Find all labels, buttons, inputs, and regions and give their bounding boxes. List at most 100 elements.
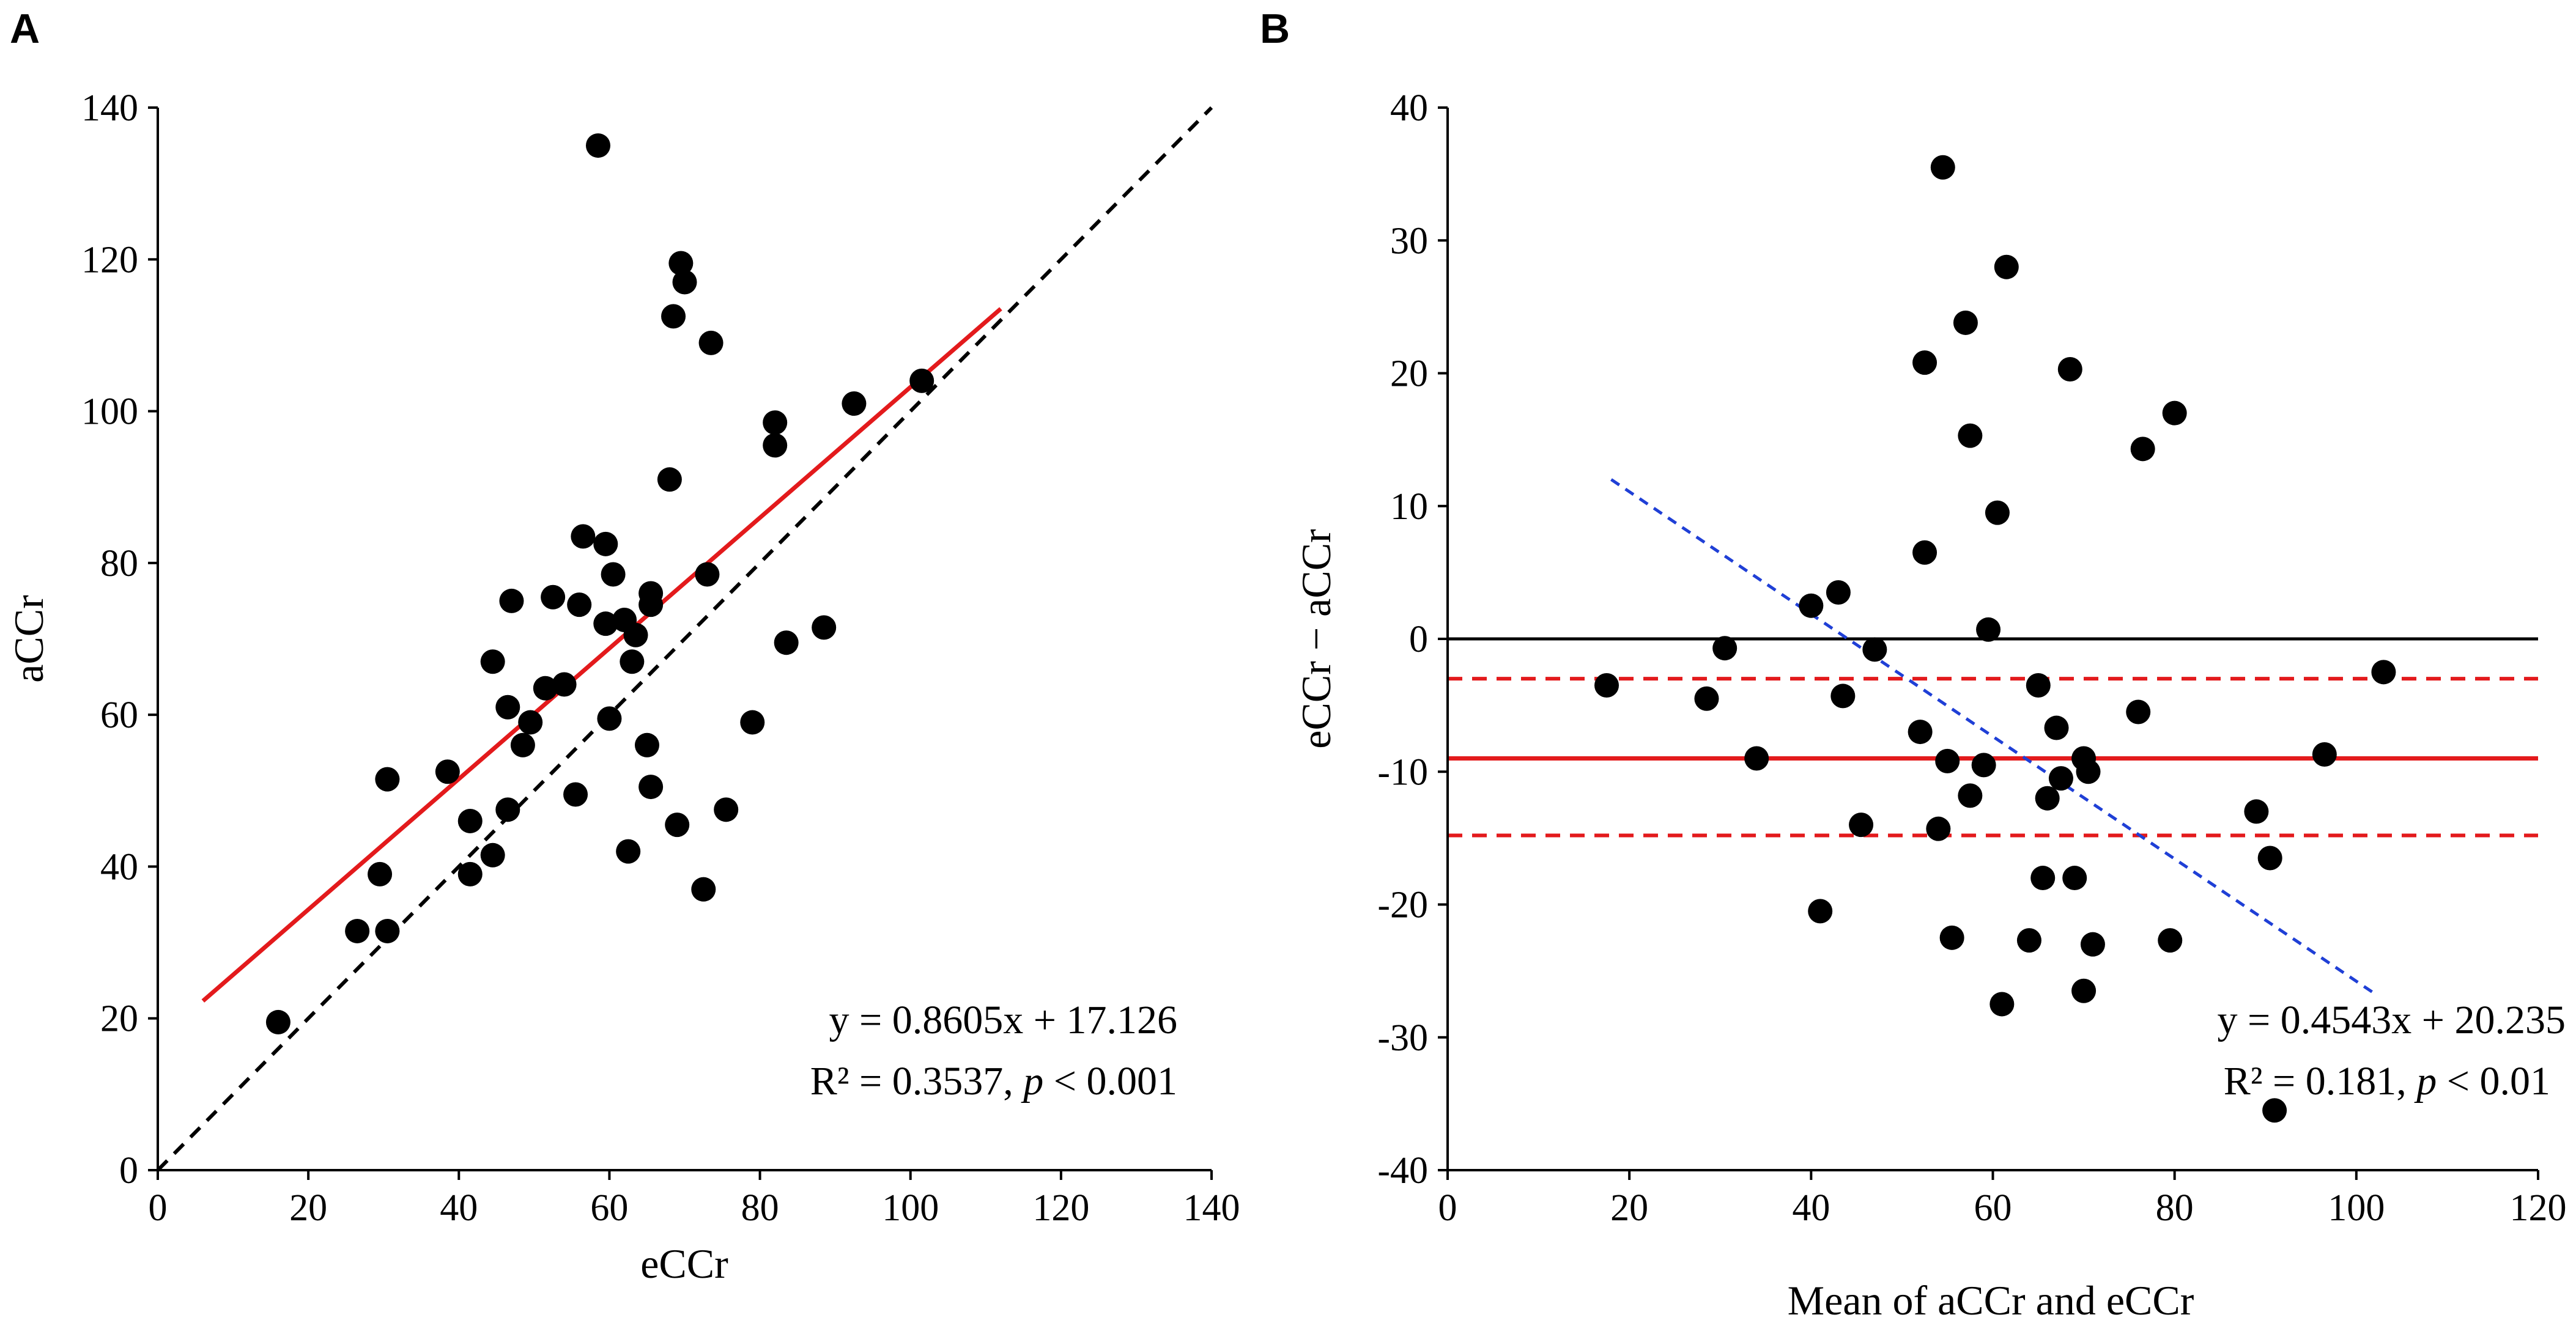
- panel-b-data-point: [1953, 310, 1978, 335]
- panel-a-equation: y = 0.8605x + 17.126: [829, 998, 1177, 1042]
- panel-b-data-point: [1712, 636, 1738, 661]
- panel-b-data-point: [1939, 925, 1964, 950]
- panel-b-p-value: < 0.01: [2437, 1059, 2550, 1104]
- panel-b-data-point: [1744, 746, 1769, 771]
- panel-a-y-tick-label: 140: [81, 87, 138, 129]
- panel-a-y-tick-label: 120: [81, 239, 138, 281]
- panel-b-data-point: [2262, 1098, 2287, 1123]
- panel-a-data-point: [812, 615, 837, 640]
- panel-b-data-point: [1849, 813, 1874, 838]
- panel-a-data-point: [585, 133, 610, 158]
- panel-a-x-tick-label: 20: [289, 1187, 327, 1229]
- panel-b-data-point: [2080, 932, 2105, 957]
- panel-a-label: A: [10, 6, 40, 52]
- panel-b-y-tick-label: -30: [1377, 1017, 1428, 1059]
- panel-b-x-axis-title: Mean of aCCr and eCCr: [1788, 1277, 2194, 1323]
- panel-a-data-point: [623, 622, 648, 647]
- panel-b-y-axis-title: eCCr − aCCr: [1293, 529, 1339, 749]
- panel-b-x-tick-label: 100: [2328, 1187, 2385, 1229]
- panel-a-data-point: [265, 1009, 291, 1034]
- panel-a-r-squared: R² = 0.3537, p < 0.001: [810, 1059, 1177, 1104]
- panel-a-data-point: [541, 584, 566, 610]
- panel-a-y-tick-label: 100: [81, 391, 138, 433]
- panel-b-data-point: [1926, 816, 1951, 841]
- panel-a-data-point: [774, 630, 799, 655]
- panel-a-data-point: [457, 808, 483, 833]
- panel-a-data-point: [714, 797, 739, 822]
- panel-a-data-point: [375, 918, 400, 943]
- panel-b-x-tick-label: 20: [1610, 1187, 1648, 1229]
- panel-b-x-tick-label: 80: [2156, 1187, 2194, 1229]
- panel-a-data-point: [661, 304, 686, 329]
- panel-a-data-point: [571, 524, 596, 549]
- panel-b-data-point: [1989, 992, 2015, 1017]
- panel-b-y-tick-label: -20: [1377, 885, 1428, 926]
- panel-b-data-point: [2035, 786, 2060, 811]
- panel-b-data-point: [1908, 720, 1933, 745]
- panel-b-data-point: [1862, 637, 1887, 662]
- panel-a-data-point: [672, 270, 697, 295]
- panel-a-data-point: [691, 877, 716, 902]
- panel-b-data-point: [1808, 899, 1833, 924]
- panel-a-data-point: [601, 562, 626, 587]
- panel-b-y-tick-label: 20: [1390, 353, 1428, 395]
- panel-a-data-point: [495, 695, 520, 720]
- panel-b-x-tick-label: 60: [1974, 1187, 2012, 1229]
- panel-a-data-point: [616, 839, 641, 864]
- panel-b-data-point: [2158, 928, 2183, 953]
- panel-a-x-tick-label: 100: [882, 1187, 939, 1229]
- panel-b-p-symbol: p: [2414, 1059, 2437, 1104]
- panel-a-data-point: [567, 592, 592, 617]
- panel-a-y-axis-title: aCCr: [6, 595, 52, 683]
- panel-a-x-tick-label: 0: [149, 1187, 168, 1229]
- panel-b-data-point: [2162, 400, 2187, 426]
- panel-b-data-point: [2126, 699, 2151, 724]
- panel-a-data-point: [593, 611, 618, 636]
- panel-a-data-point: [435, 759, 460, 784]
- panel-b-data-point: [2030, 866, 2056, 891]
- panel-a-data-point: [909, 368, 935, 393]
- panel-b-trend-line: [1610, 478, 2375, 995]
- panel-a-data-point: [499, 588, 524, 613]
- panel-a-y-tick-label: 40: [100, 846, 138, 888]
- panel-b-data-point: [2057, 356, 2082, 381]
- panel-a-data-point: [552, 672, 577, 697]
- panel-b-data-point: [2044, 715, 2069, 740]
- panel-a-data-point: [763, 410, 788, 435]
- panel-b-y-tick-label: 40: [1390, 87, 1428, 129]
- panel-b-data-point: [2048, 766, 2073, 791]
- panel-a-y-tick-label: 80: [100, 543, 138, 584]
- panel-a-data-point: [480, 842, 505, 868]
- panel-b: B 0 20 40 60 80 100 120 -40 -30 -20 -10 0 10 20 30 40 M…: [1260, 6, 2567, 1323]
- panel-a-x-tick-label: 60: [590, 1187, 628, 1229]
- panel-b-y-tick-label: -40: [1377, 1150, 1428, 1192]
- panel-b-data-point: [2062, 866, 2087, 891]
- panel-a-data-point: [620, 649, 645, 674]
- panel-a-data-point: [345, 918, 370, 943]
- panel-a-p-value: < 0.001: [1043, 1059, 1177, 1104]
- panel-b-data-point: [2071, 978, 2097, 1003]
- panel-b-data-point: [1930, 155, 1955, 180]
- panel-b-data-point: [1830, 684, 1856, 709]
- panel-a-data-point: [510, 732, 535, 757]
- panel-b-x-tick-label: 120: [2510, 1187, 2567, 1229]
- panel-a-data-point: [375, 767, 400, 792]
- panel-b-data-point: [2026, 673, 2051, 698]
- panel-a-reference-lines: [156, 106, 1213, 1172]
- panel-b-data-point: [1958, 783, 1983, 808]
- panel-a-r-squared-text: R² = 0.3537,: [810, 1059, 1024, 1104]
- panel-a-data-point: [563, 782, 588, 807]
- panel-a-data-point: [740, 710, 765, 735]
- panel-b-data-point: [2312, 742, 2337, 767]
- panel-a-p-symbol: p: [1021, 1059, 1043, 1104]
- panel-a: A 0 20 40 60 80 100 120 140 0 20 40 60 80 100 120 140 e…: [6, 6, 1240, 1287]
- panel-a-data-point: [695, 562, 720, 587]
- panel-a-data-point: [593, 531, 618, 556]
- panel-b-y-tick-label: -10: [1377, 751, 1428, 793]
- panel-b-data-point: [1826, 580, 1851, 605]
- panel-b-data-point: [2016, 928, 2041, 953]
- panel-a-data-point: [665, 813, 690, 838]
- panel-b-data-point: [2244, 799, 2269, 824]
- panel-b-data-point: [1594, 673, 1619, 698]
